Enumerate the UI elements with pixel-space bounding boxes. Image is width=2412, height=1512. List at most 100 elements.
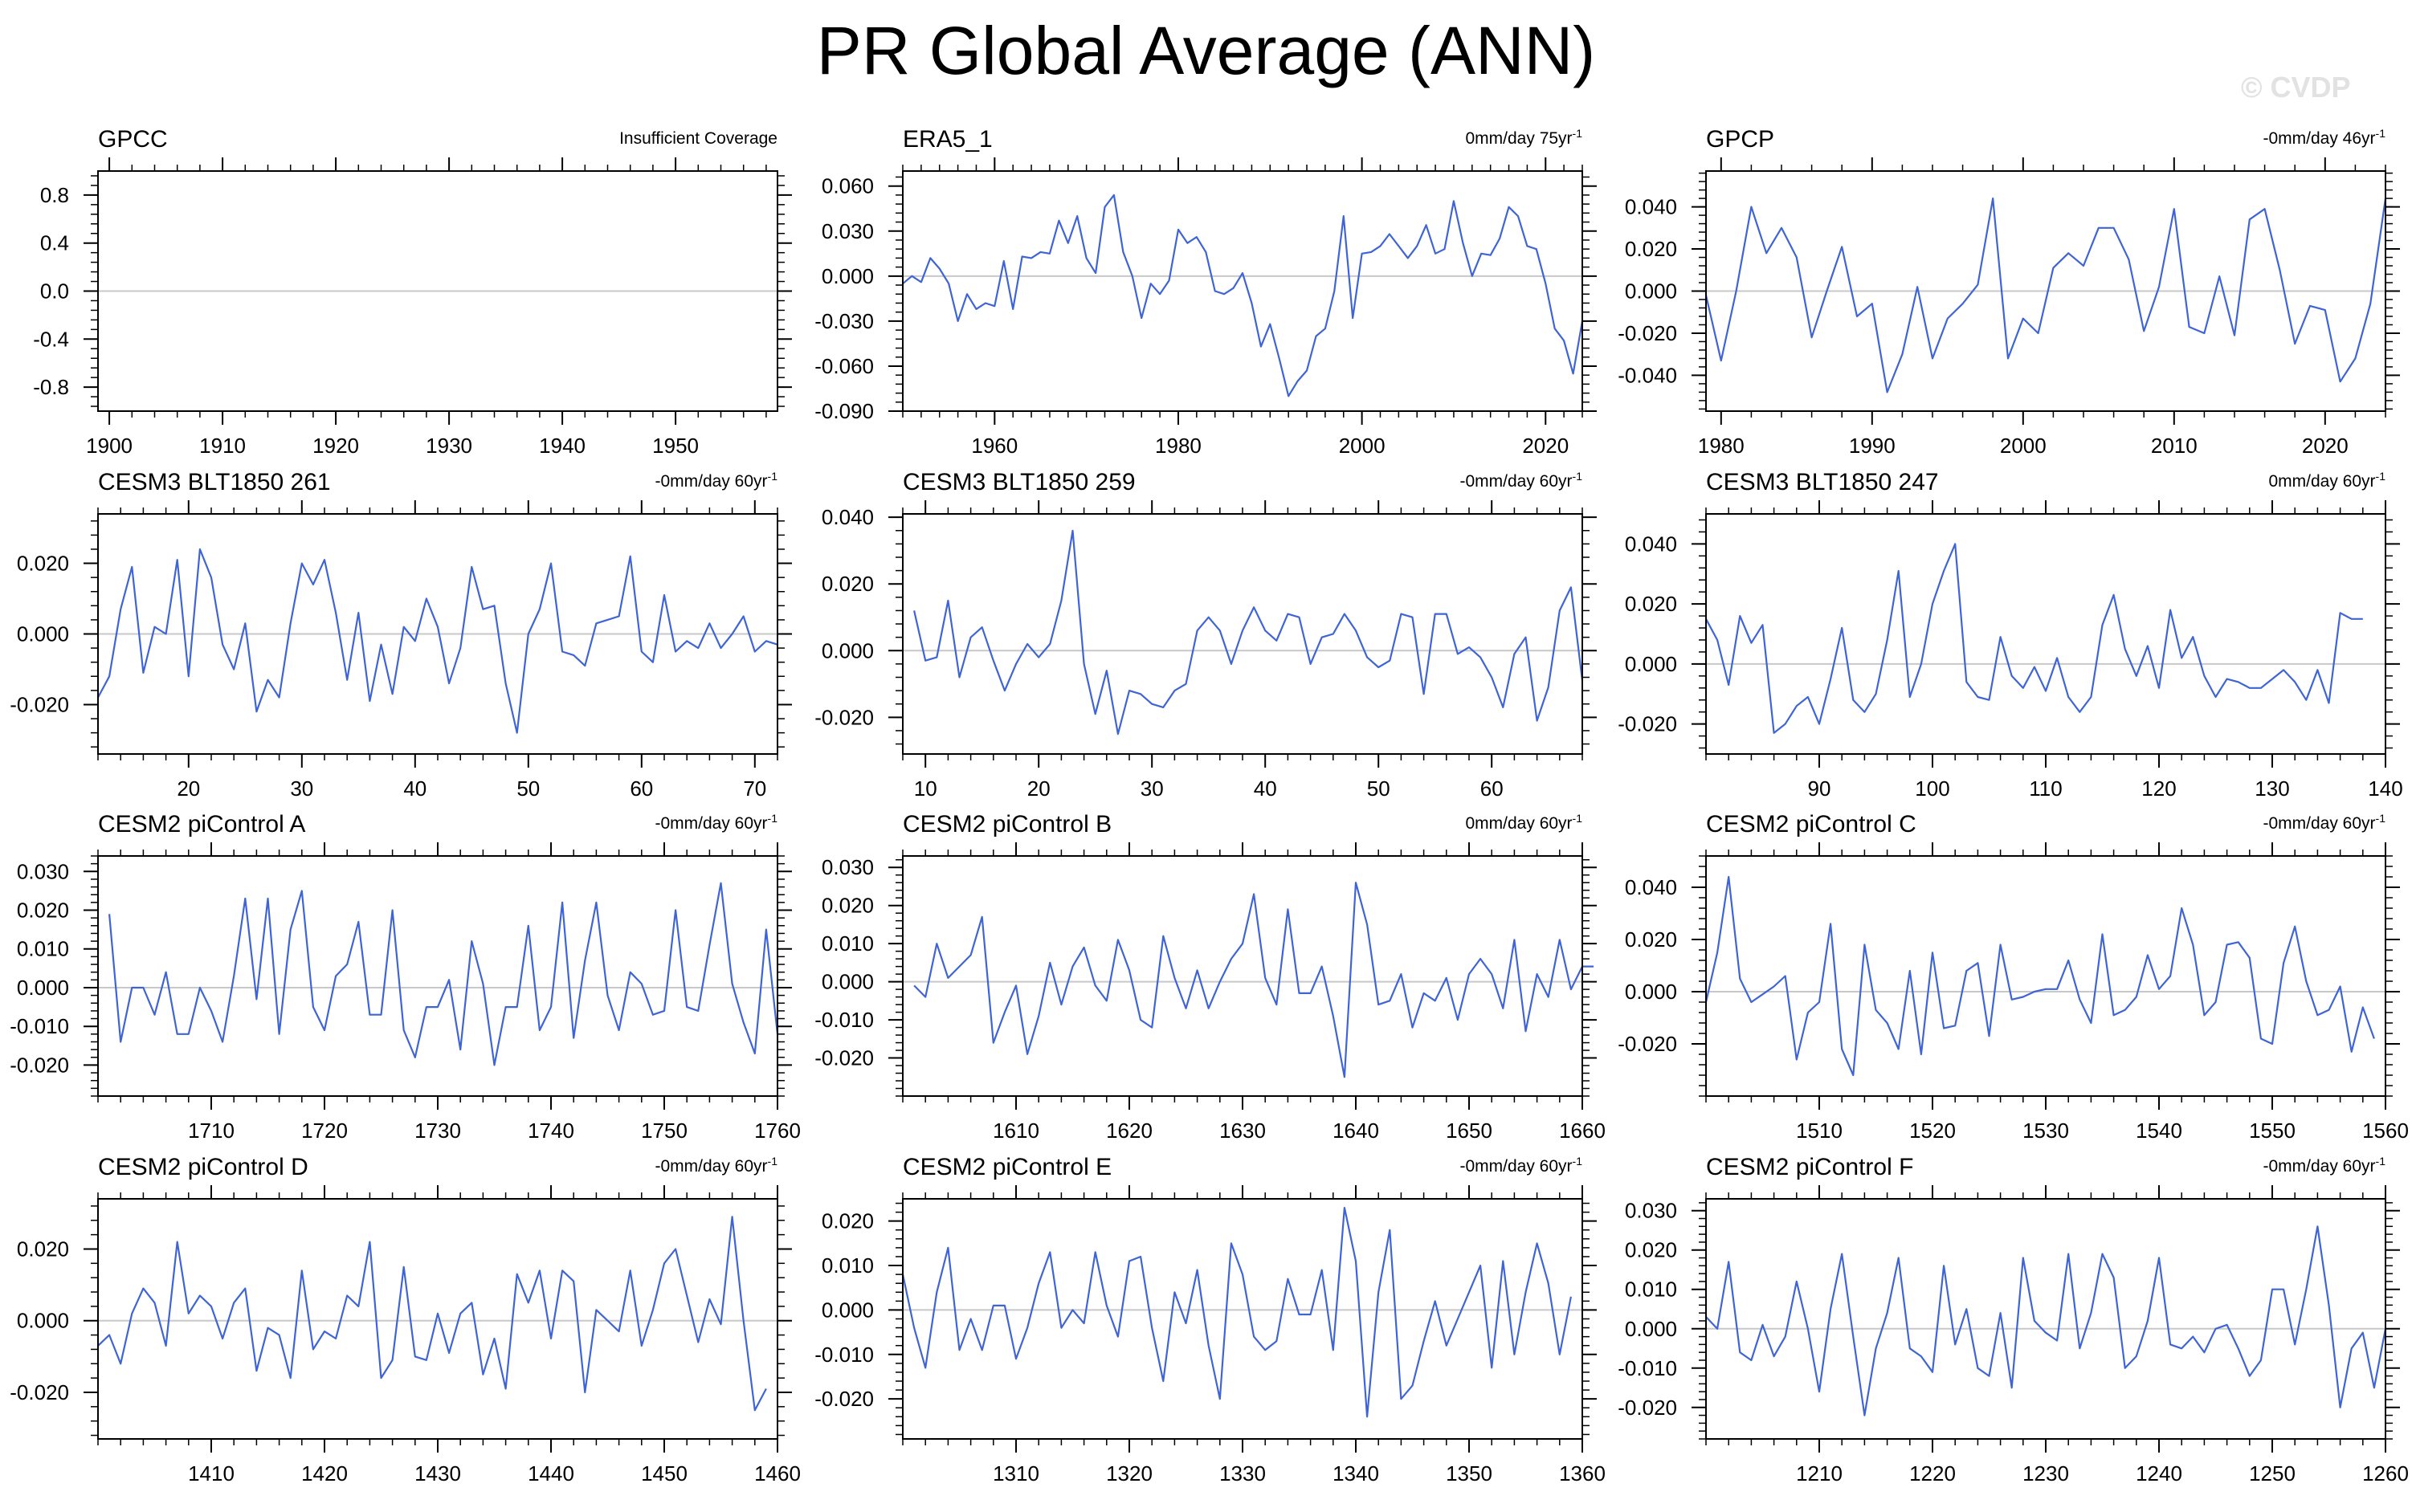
panel-title: CESM2 piControl E <box>903 1154 1112 1180</box>
y-tick-label: 0.020 <box>17 1237 69 1261</box>
x-tick-label: 1360 <box>1559 1461 1606 1486</box>
y-tick-label: 0.030 <box>1625 1199 1677 1223</box>
y-tick-label: 0.040 <box>1625 195 1677 219</box>
y-tick-label: 0.000 <box>1625 980 1677 1004</box>
x-tick-label: 20 <box>1027 776 1051 801</box>
x-tick-label: 1980 <box>1698 434 1745 458</box>
y-tick-label: 0.020 <box>1625 1238 1677 1262</box>
x-tick-label: 1260 <box>2362 1461 2409 1486</box>
y-tick-label: -0.020 <box>1618 1032 1677 1056</box>
y-tick-label: -0.010 <box>10 1014 69 1038</box>
series-line <box>901 1206 1572 1418</box>
y-tick-label: -0.090 <box>814 399 874 423</box>
x-tick-label: 1310 <box>993 1461 1039 1486</box>
x-tick-label: 1520 <box>1909 1119 1956 1143</box>
y-tick-label: -0.060 <box>814 354 874 378</box>
panel-subtitle: -0mm/day 60yr-1 <box>1460 470 1583 491</box>
y-tick-label: 0.040 <box>822 505 874 529</box>
plot-frame <box>97 1198 778 1440</box>
plot-frame <box>97 855 778 1097</box>
plot-frame <box>902 1198 1583 1440</box>
chart-panel-11: 1310 1320 1330 1340 1350 1360 0.020 0.010 0.000 -… <box>814 1154 1606 1486</box>
y-tick-label: 0.020 <box>17 552 69 576</box>
chart-panel-6: 90 100 110 120 130 140 0.040 0.020 0.000 -0.020 CE… <box>1618 469 2402 801</box>
x-tick-label: 100 <box>1915 776 1949 801</box>
x-tick-label: 1550 <box>2249 1119 2296 1143</box>
panel-subtitle: -0mm/day 60yr-1 <box>2263 812 2386 833</box>
panel-subtitle: -0mm/day 60yr-1 <box>655 470 778 491</box>
panel-title: GPCP <box>1706 126 1774 153</box>
series-line <box>1704 875 2375 1077</box>
y-tick-label: 0.000 <box>822 970 874 994</box>
y-tick-label: -0.020 <box>10 1053 69 1077</box>
panel-title: CESM2 piControl B <box>903 811 1112 838</box>
plot-frame <box>97 513 778 755</box>
x-tick-label: 110 <box>2029 776 2062 801</box>
x-tick-label: 140 <box>2368 776 2402 801</box>
y-tick-label: -0.010 <box>1618 1356 1677 1380</box>
x-tick-label: 1630 <box>1219 1119 1266 1143</box>
x-tick-label: 2020 <box>1522 434 1569 458</box>
plot-frame <box>1705 513 2386 755</box>
x-tick-label: 1760 <box>754 1119 801 1143</box>
panel-subtitle: Insufficient Coverage <box>619 129 777 148</box>
y-tick-label: 0.8 <box>40 183 69 207</box>
series-line <box>97 548 778 734</box>
y-tick-label: 0.040 <box>1625 875 1677 899</box>
x-tick-label: 1910 <box>199 434 246 458</box>
x-tick-label: 1750 <box>641 1119 688 1143</box>
panel-title: CESM3 BLT1850 261 <box>98 469 331 495</box>
x-tick-label: 70 <box>743 776 766 801</box>
y-tick-label: 0.020 <box>1625 592 1677 616</box>
panel-subtitle: -0mm/day 60yr-1 <box>655 812 778 833</box>
chart-panel-8: 1610 1620 1630 1640 1650 1660 0.030 0.020 0.010 0… <box>814 811 1606 1143</box>
cvdp-watermark: © CVDP <box>2241 71 2351 104</box>
y-tick-label: 0.060 <box>822 174 874 198</box>
series-line <box>913 882 1594 1078</box>
y-tick-label: 0.000 <box>822 1298 874 1322</box>
panel-title: GPCC <box>98 126 168 153</box>
x-tick-label: 1930 <box>426 434 472 458</box>
chart-panel-2: 1960 1980 2000 2020 0.060 0.030 0.000 -0.030 -0.… <box>814 126 1597 458</box>
x-tick-label: 1920 <box>312 434 359 458</box>
x-tick-label: 1610 <box>993 1119 1039 1143</box>
x-tick-label: 1710 <box>188 1119 235 1143</box>
x-tick-label: 1410 <box>188 1461 235 1486</box>
plot-frame <box>1705 855 2386 1097</box>
x-tick-label: 1940 <box>539 434 586 458</box>
panel-title: CESM3 BLT1850 247 <box>1706 469 1939 495</box>
x-tick-label: 2010 <box>2151 434 2198 458</box>
y-tick-label: 0.010 <box>1625 1278 1677 1302</box>
x-tick-label: 1730 <box>414 1119 461 1143</box>
y-tick-label: 0.000 <box>1625 279 1677 304</box>
panel-subtitle: -0mm/day 60yr-1 <box>2263 1155 2386 1176</box>
x-tick-label: 1720 <box>301 1119 348 1143</box>
panel-title: CESM2 piControl F <box>1706 1154 1913 1180</box>
y-tick-label: 0.020 <box>17 899 69 923</box>
y-tick-label: 0.000 <box>1625 652 1677 676</box>
x-tick-label: 1540 <box>2136 1119 2182 1143</box>
series-line <box>97 1216 767 1412</box>
y-tick-label: 0.020 <box>822 572 874 596</box>
x-tick-label: 40 <box>403 776 426 801</box>
y-tick-label: -0.4 <box>33 327 69 351</box>
x-tick-label: 20 <box>177 776 200 801</box>
y-tick-label: 0.000 <box>17 1309 69 1333</box>
x-tick-label: 30 <box>1141 776 1164 801</box>
plot-frame <box>1705 170 2386 412</box>
y-tick-label: 0.020 <box>1625 927 1677 952</box>
y-tick-label: 0.020 <box>822 1209 874 1233</box>
page-title: PR Global Average (ANN) <box>816 13 1596 88</box>
x-tick-label: 1350 <box>1446 1461 1492 1486</box>
chart-panel-7: 1710 1720 1730 1740 1750 1760 0.030 0.020 0.010 0… <box>10 811 801 1143</box>
x-tick-label: 1510 <box>1796 1119 1843 1143</box>
x-tick-label: 1420 <box>301 1461 348 1486</box>
panel-subtitle: 0mm/day 75yr-1 <box>1466 127 1583 148</box>
y-tick-label: -0.010 <box>814 1343 874 1367</box>
x-tick-label: 1330 <box>1219 1461 1266 1486</box>
series-line <box>1704 198 2387 393</box>
x-tick-label: 1320 <box>1106 1461 1153 1486</box>
y-tick-label: 0.040 <box>1625 532 1677 556</box>
x-tick-label: 60 <box>1480 776 1504 801</box>
